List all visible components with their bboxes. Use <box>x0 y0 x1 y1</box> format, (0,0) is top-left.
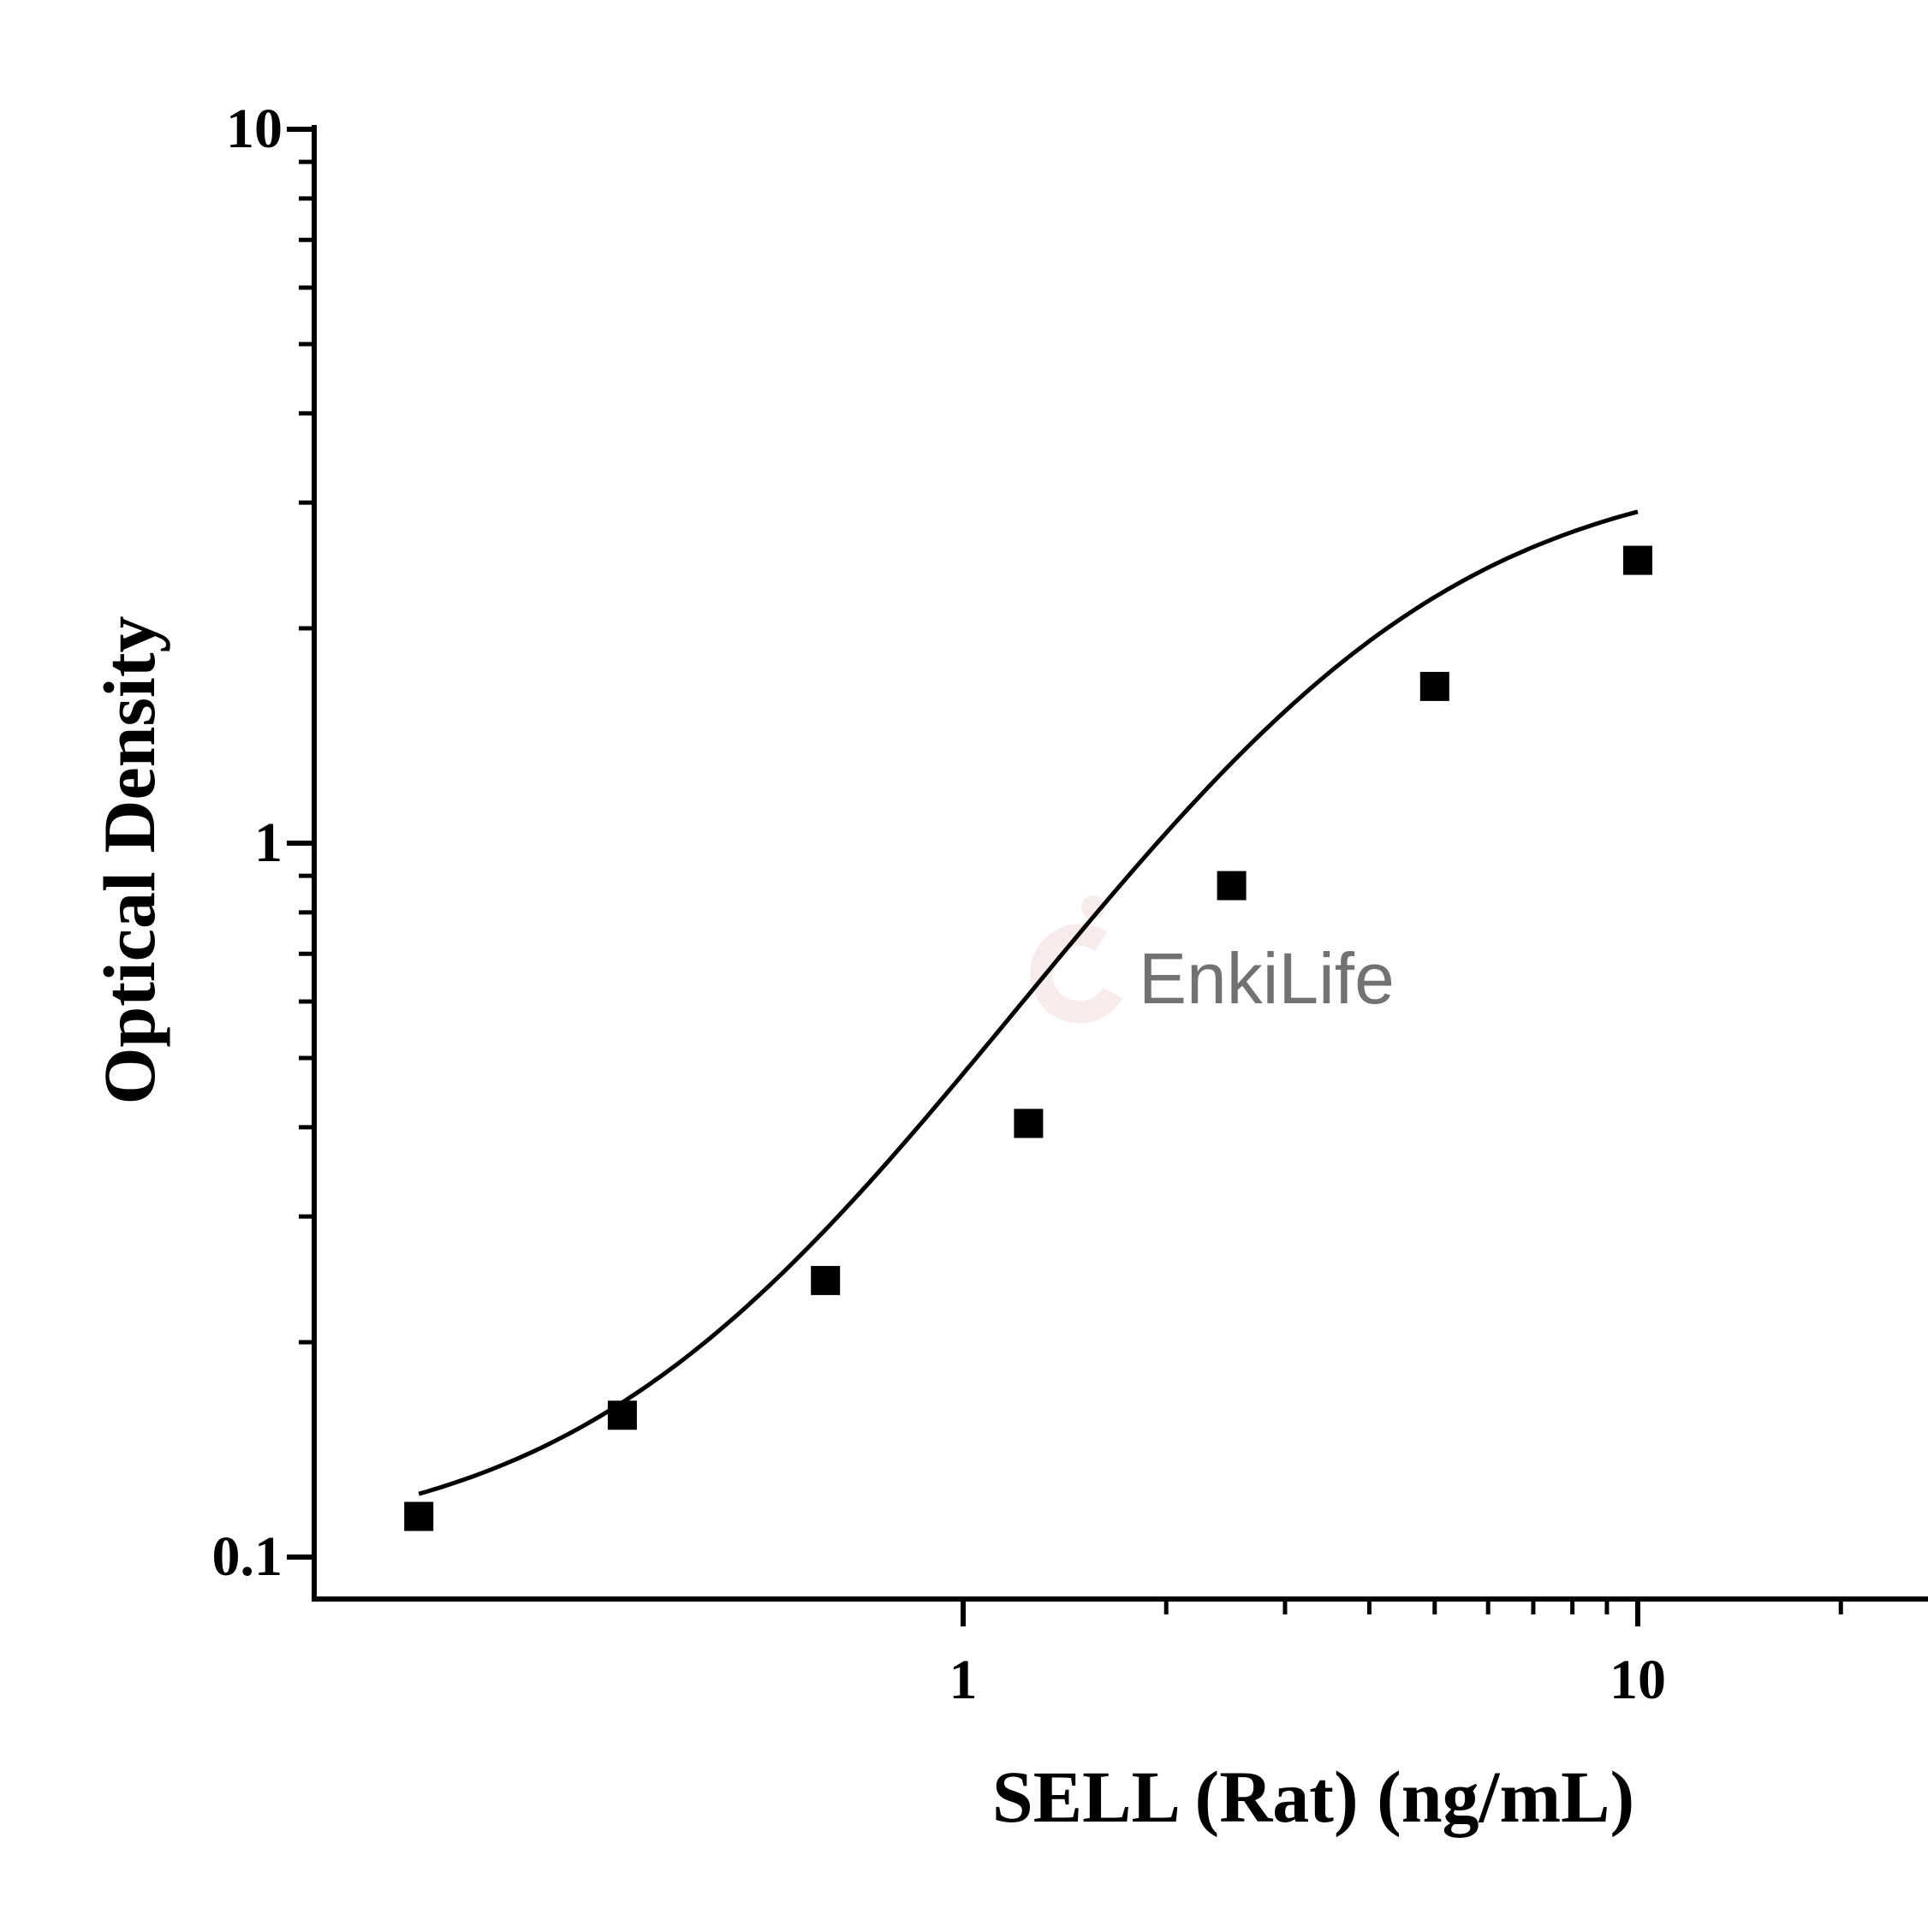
x-axis-ticks <box>961 1599 1843 1626</box>
watermark-ring-icon <box>1030 924 1123 1024</box>
data-point <box>404 1501 434 1531</box>
y-axis-title: Optical Density <box>88 616 170 1105</box>
y-tick-label-10: 10 <box>226 98 283 160</box>
x-tick-label-10: 10 <box>1610 1649 1666 1711</box>
watermark-dot-icon <box>1081 895 1105 919</box>
y-axis-ticks <box>287 127 314 1560</box>
x-tick-label-1: 1 <box>949 1649 978 1711</box>
fit-curve <box>418 509 1639 1496</box>
x-axis-title: SELL (Rat) (ng/mL) <box>992 1756 1634 1838</box>
data-point <box>607 1400 637 1430</box>
x-tick-labels: 1 10 <box>949 1649 1667 1711</box>
y-tick-labels: 0.1 1 10 <box>212 98 283 1588</box>
y-tick-label-1: 1 <box>254 811 283 874</box>
data-point <box>1419 671 1449 701</box>
watermark-logo: EnkiLife <box>1030 895 1395 1024</box>
data-point <box>1623 545 1652 575</box>
data-point <box>1014 1109 1044 1138</box>
watermark-text: EnkiLife <box>1139 938 1395 1019</box>
y-tick-label-0.1: 0.1 <box>212 1525 283 1588</box>
data-point <box>811 1265 841 1295</box>
data-point <box>1217 871 1247 901</box>
axes <box>287 125 1928 1626</box>
data-points <box>404 545 1652 1531</box>
